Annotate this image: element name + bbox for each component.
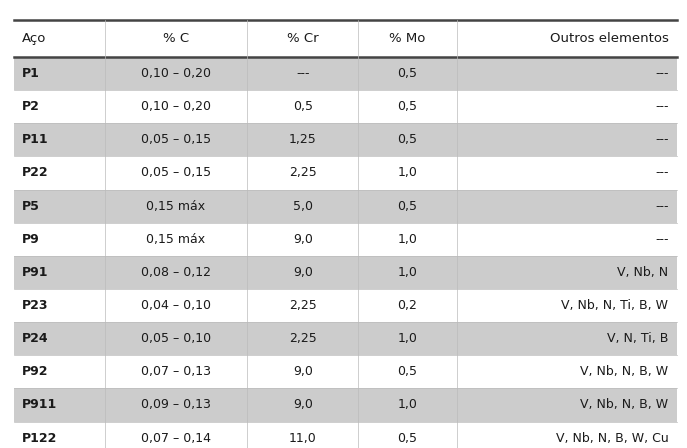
- Text: 0,05 – 0,15: 0,05 – 0,15: [141, 133, 211, 146]
- Text: 0,05 – 0,15: 0,05 – 0,15: [141, 166, 211, 180]
- Text: P5: P5: [22, 199, 40, 213]
- Text: 2,25: 2,25: [289, 332, 317, 345]
- Text: P91: P91: [22, 266, 49, 279]
- Text: P24: P24: [22, 332, 49, 345]
- Text: 0,04 – 0,10: 0,04 – 0,10: [141, 299, 211, 312]
- Bar: [14, 289, 677, 322]
- Text: V, Nb, N: V, Nb, N: [618, 266, 668, 279]
- Bar: [14, 57, 677, 90]
- Text: P2: P2: [22, 100, 40, 113]
- Text: V, Nb, N, B, W: V, Nb, N, B, W: [581, 365, 668, 379]
- Text: P11: P11: [22, 133, 49, 146]
- Text: 9,0: 9,0: [293, 233, 313, 246]
- Text: 1,0: 1,0: [398, 398, 418, 412]
- Text: Outros elementos: Outros elementos: [550, 32, 668, 45]
- Text: P9: P9: [22, 233, 40, 246]
- Text: ---: ---: [655, 166, 668, 180]
- Text: % Cr: % Cr: [287, 32, 319, 45]
- Text: 9,0: 9,0: [293, 266, 313, 279]
- Text: 0,05 – 0,10: 0,05 – 0,10: [141, 332, 211, 345]
- Text: V, Nb, N, Ti, B, W: V, Nb, N, Ti, B, W: [561, 299, 668, 312]
- Text: 0,5: 0,5: [398, 431, 418, 445]
- Text: V, Nb, N, B, W, Cu: V, Nb, N, B, W, Cu: [556, 431, 668, 445]
- Text: 0,5: 0,5: [398, 365, 418, 379]
- Text: P92: P92: [22, 365, 49, 379]
- Text: 0,5: 0,5: [398, 133, 418, 146]
- Bar: [14, 355, 677, 388]
- Text: 0,08 – 0,12: 0,08 – 0,12: [141, 266, 211, 279]
- Text: 0,15 máx: 0,15 máx: [146, 233, 205, 246]
- Bar: [14, 256, 677, 289]
- Text: ---: ---: [655, 67, 668, 80]
- Text: ---: ---: [655, 199, 668, 213]
- Text: 2,25: 2,25: [289, 299, 317, 312]
- Text: 0,10 – 0,20: 0,10 – 0,20: [141, 100, 211, 113]
- Text: 1,0: 1,0: [398, 233, 418, 246]
- Text: 0,15 máx: 0,15 máx: [146, 199, 205, 213]
- Text: Aço: Aço: [22, 32, 46, 45]
- Text: P22: P22: [22, 166, 49, 180]
- Text: 0,09 – 0,13: 0,09 – 0,13: [141, 398, 211, 412]
- Text: 0,2: 0,2: [398, 299, 418, 312]
- Text: 1,0: 1,0: [398, 332, 418, 345]
- Text: 11,0: 11,0: [289, 431, 317, 445]
- Text: 1,25: 1,25: [289, 133, 317, 146]
- Text: P23: P23: [22, 299, 49, 312]
- Text: 9,0: 9,0: [293, 365, 313, 379]
- Bar: [14, 422, 677, 448]
- Bar: [14, 388, 677, 422]
- Text: 0,5: 0,5: [398, 100, 418, 113]
- Bar: [14, 223, 677, 256]
- Text: V, N, Ti, B: V, N, Ti, B: [607, 332, 668, 345]
- Text: 0,5: 0,5: [398, 199, 418, 213]
- Bar: [14, 90, 677, 123]
- Text: % Mo: % Mo: [390, 32, 426, 45]
- Bar: [14, 156, 677, 190]
- Text: % C: % C: [163, 32, 189, 45]
- Text: P911: P911: [22, 398, 57, 412]
- Text: 5,0: 5,0: [293, 199, 313, 213]
- Text: 1,0: 1,0: [398, 166, 418, 180]
- Text: 0,07 – 0,13: 0,07 – 0,13: [141, 365, 211, 379]
- Text: 2,25: 2,25: [289, 166, 317, 180]
- Bar: [14, 190, 677, 223]
- Text: 9,0: 9,0: [293, 398, 313, 412]
- Text: 1,0: 1,0: [398, 266, 418, 279]
- Text: 0,5: 0,5: [398, 67, 418, 80]
- Text: ---: ---: [655, 100, 668, 113]
- Text: ---: ---: [296, 67, 310, 80]
- Text: 0,07 – 0,14: 0,07 – 0,14: [141, 431, 211, 445]
- Text: ---: ---: [655, 133, 668, 146]
- Bar: [14, 123, 677, 156]
- Bar: [14, 322, 677, 355]
- Text: 0,10 – 0,20: 0,10 – 0,20: [141, 67, 211, 80]
- Text: V, Nb, N, B, W: V, Nb, N, B, W: [581, 398, 668, 412]
- Text: P1: P1: [22, 67, 40, 80]
- Bar: [14, 20, 677, 57]
- Text: 0,5: 0,5: [293, 100, 313, 113]
- Text: P122: P122: [22, 431, 57, 445]
- Text: ---: ---: [655, 233, 668, 246]
